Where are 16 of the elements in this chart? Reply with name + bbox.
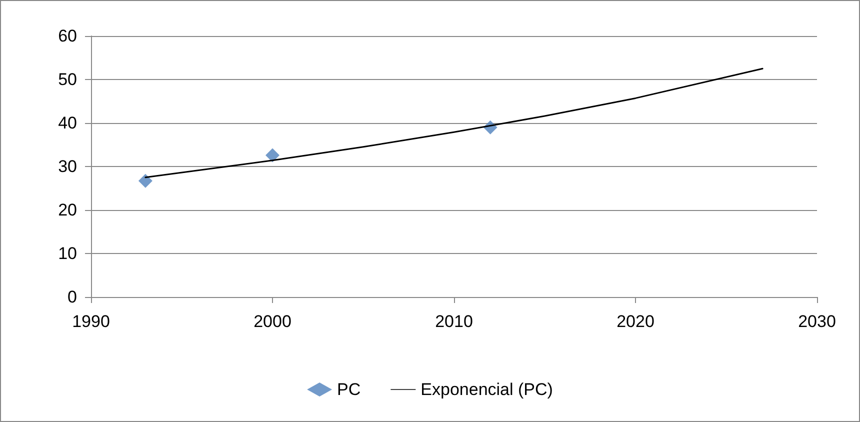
x-tick-label: 2000 bbox=[254, 312, 292, 331]
legend-label: Exponencial (PC) bbox=[420, 380, 553, 399]
legend-label: PC bbox=[337, 380, 361, 399]
point bbox=[266, 148, 280, 162]
y-tick-label: 30 bbox=[58, 157, 77, 176]
y-tick-label: 10 bbox=[58, 244, 77, 263]
y-tick-label: 0 bbox=[68, 288, 77, 306]
x-tick-label: 2010 bbox=[435, 312, 473, 331]
y-tick-label: 60 bbox=[58, 26, 77, 46]
x-tick-label: 2020 bbox=[616, 312, 654, 331]
x-tick-label: 2030 bbox=[798, 312, 836, 331]
y-tick-label: 20 bbox=[58, 200, 77, 220]
y-tick-label: 50 bbox=[58, 70, 77, 89]
x-tick-label: 1990 bbox=[72, 312, 110, 331]
y-tick-label: 40 bbox=[58, 114, 77, 132]
point bbox=[138, 174, 152, 188]
